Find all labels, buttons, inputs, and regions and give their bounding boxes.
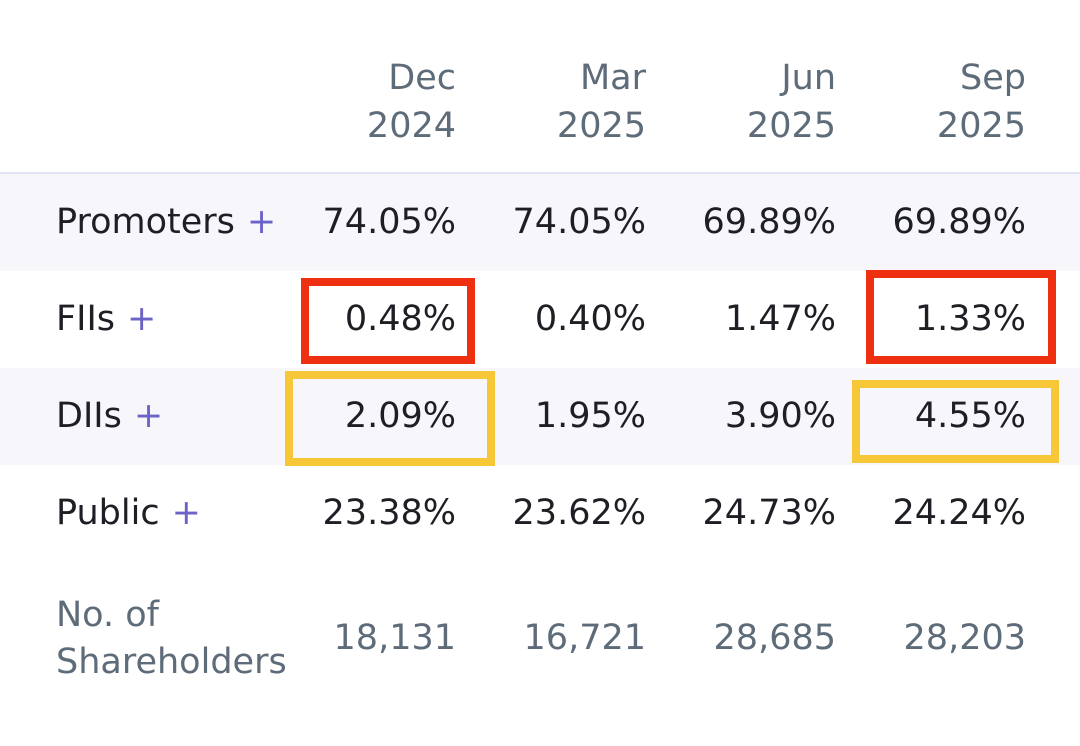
table-cell: 28,685: [713, 618, 836, 658]
table-cell: 74.05%: [322, 202, 456, 242]
expand-plus-icon[interactable]: +: [171, 493, 201, 533]
row-label-line2: Shareholders: [56, 642, 287, 682]
row-label-text: DIIs: [56, 396, 122, 436]
column-header-dec-2024: Dec 2024: [256, 54, 456, 150]
table-cell: 69.89%: [702, 202, 836, 242]
table-cell: 3.90%: [724, 396, 836, 436]
table-cell: 69.89%: [892, 202, 1026, 242]
table-cell: 2.09%: [344, 396, 456, 436]
table-cell: 23.62%: [512, 493, 646, 533]
row-label-text: Public: [56, 493, 160, 533]
table-cell: 24.24%: [892, 493, 1026, 533]
column-year: 2024: [366, 106, 456, 146]
expand-plus-icon[interactable]: +: [133, 396, 164, 436]
column-year: 2025: [936, 106, 1026, 146]
table-cell: 74.05%: [512, 202, 646, 242]
column-month: Mar: [579, 58, 646, 98]
column-year: 2025: [556, 106, 646, 146]
table-cell: 18,131: [333, 618, 456, 658]
table-cell: 23.38%: [322, 493, 456, 533]
table-cell: 0.40%: [534, 299, 646, 339]
highlight-box-fiis-dec: [301, 278, 475, 364]
column-header-sep-2025: Sep 2025: [826, 54, 1026, 150]
row-label-line1: No. of: [56, 595, 159, 635]
table-header: Dec 2024 Mar 2025 Jun 2025 Sep 2025: [0, 0, 1080, 172]
row-label-fiis[interactable]: FIIs +: [56, 271, 156, 368]
row-label-text: FIIs: [56, 299, 116, 339]
table-row-shareholders: No. of Shareholders 18,131 16,721 28,685…: [0, 578, 1080, 698]
table-cell: 1.47%: [724, 299, 836, 339]
table-cell: 1.95%: [534, 396, 646, 436]
table-row-promoters: Promoters + 74.05% 74.05% 69.89% 69.89%: [0, 174, 1080, 271]
highlight-box-diis-dec: [285, 371, 495, 466]
row-label-public[interactable]: Public +: [56, 465, 201, 562]
column-header-mar-2025: Mar 2025: [446, 54, 646, 150]
row-label-diis[interactable]: DIIs +: [56, 368, 163, 465]
expand-plus-icon[interactable]: +: [127, 299, 157, 339]
table-cell: 16,721: [523, 618, 646, 658]
row-label-shareholders: No. of Shareholders: [56, 592, 287, 686]
highlight-box-diis-sep: [852, 380, 1059, 463]
column-month: Jun: [781, 58, 836, 98]
expand-plus-icon[interactable]: +: [246, 202, 277, 242]
table-cell: 28,203: [903, 618, 1026, 658]
column-year: 2025: [746, 106, 836, 146]
table-row-fiis: FIIs + 0.48% 0.40% 1.47% 1.33%: [0, 271, 1080, 368]
table-cell: 4.55%: [914, 396, 1026, 436]
column-month: Sep: [960, 58, 1026, 98]
table-cell: 1.33%: [914, 299, 1026, 339]
row-label-promoters[interactable]: Promoters +: [56, 174, 276, 271]
table-cell: 0.48%: [344, 299, 456, 339]
column-header-jun-2025: Jun 2025: [636, 54, 836, 150]
table-row-public: Public + 23.38% 23.62% 24.73% 24.24%: [0, 465, 1080, 562]
column-month: Dec: [388, 58, 456, 98]
table-cell: 24.73%: [702, 493, 836, 533]
highlight-box-fiis-sep: [866, 270, 1056, 364]
header-divider: [0, 172, 1080, 174]
row-label-text: Promoters: [56, 202, 235, 242]
